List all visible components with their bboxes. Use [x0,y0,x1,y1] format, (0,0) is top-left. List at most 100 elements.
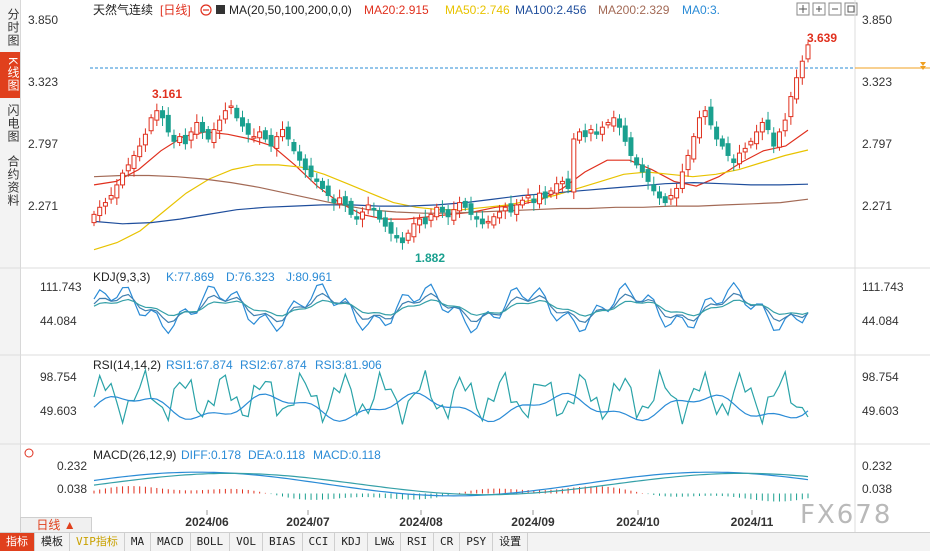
indicator-tab-10[interactable]: LW& [368,533,402,551]
candle [594,123,600,139]
candle [405,229,411,244]
kdj-k-line [93,292,809,324]
candle [228,100,234,115]
candle [394,227,400,243]
macd-settings-icon[interactable] [24,448,34,458]
candle [274,131,280,157]
candle [171,129,177,149]
indicator-tab-3[interactable]: MA [125,533,152,551]
kdj-j-line [93,281,809,335]
candle [468,196,474,221]
indicator-tab-1[interactable]: 模板 [35,533,70,551]
candle [537,184,543,209]
indicator-tab-6[interactable]: VOL [230,533,263,551]
candle [679,163,685,194]
candle [519,196,525,209]
candle [222,102,228,124]
candle [502,202,508,220]
candle [125,157,131,177]
candle [668,188,674,205]
candle [325,179,331,202]
tab-flash[interactable]: 闪电图 [6,103,20,143]
zoom-in-icon[interactable] [812,2,826,16]
candle [708,98,714,130]
kdj-axis-label-right: 44.084 [862,314,899,328]
indicator-tab-0[interactable]: 指标 [0,533,35,551]
indicator-tab-9[interactable]: KDJ [335,533,369,551]
candle [371,202,377,217]
kdj-axis-label-left: 111.743 [40,280,82,294]
candle [160,105,166,127]
candle [628,131,634,163]
candle [245,118,251,143]
rsi2-value: RSI2:67.874 [240,358,307,372]
macd-axis-label-left: 0.038 [57,482,87,496]
candle [240,110,246,132]
indicator-tab-11[interactable]: RSI [401,533,434,551]
candle [651,176,657,196]
ma50-line [93,149,809,251]
candle [525,188,531,204]
candle [142,128,148,152]
candle [479,210,485,229]
candle [365,196,371,215]
indicator-tab-2[interactable]: VIP指标 [70,533,125,551]
candle [508,195,514,217]
rsi3-line [93,367,809,426]
candle [348,197,354,218]
candle [622,117,628,147]
indicator-tab-13[interactable]: PSY [460,533,494,551]
macd-dea-value: DEA:0.118 [248,448,305,462]
indicator-tab-5[interactable]: BOLL [191,533,231,551]
rsi-axis-label-left: 98.754 [40,370,77,384]
candle [257,126,263,145]
candle [377,207,383,223]
chart-canvas[interactable]: 天然气连续 [日线] MA(20,50,100,200,0,0) MA20:2.… [0,0,930,532]
price-axis-label-left: 3.850 [28,13,58,27]
candle [691,133,697,163]
tab-timeshare[interactable]: 分时图 [6,7,20,47]
candle [765,111,771,135]
candle [639,157,645,178]
candle [91,210,97,227]
candle [788,91,794,125]
candle [702,105,708,125]
indicator-toolbar: 指标 模板 VIP指标 MA MACD BOLL VOL BIAS CCI KDJ LW& RSI CR… [0,532,930,551]
zoom-out-icon[interactable] [828,2,842,16]
price-axis-label-right: 3.323 [862,75,892,89]
candle [188,127,194,149]
kdj-d-value: D:76.323 [226,270,275,284]
candle [776,128,782,151]
candle [582,123,588,143]
candle [571,133,577,200]
candle [554,176,560,200]
candle [611,110,617,132]
candle [725,136,731,162]
indicator-tab-14[interactable]: 设置 [493,533,529,551]
candle [674,183,680,207]
candle [805,41,811,63]
indicator-tab-4[interactable]: MACD [151,533,191,551]
candle [474,212,480,228]
tab-kline[interactable]: K线图 [0,52,20,98]
rsi-label: RSI(14,14,2) [93,358,161,372]
indicator-tab-12[interactable]: CR [434,533,461,551]
candle [462,197,468,211]
crosshair-icon[interactable] [796,2,810,16]
candle [577,128,583,144]
kdj-axis-label-left: 44.084 [40,314,77,328]
candle [131,150,137,177]
indicator-tab-7[interactable]: BIAS [263,533,303,551]
candle [559,176,565,192]
expand-icon[interactable] [844,2,858,16]
candle [491,213,497,229]
indicator-tab-8[interactable]: CCI [303,533,336,551]
settings-gear-icon[interactable] [200,4,212,16]
rsi-axis-label-right: 98.754 [862,370,899,384]
tab-contract-info[interactable]: 合约资料 [6,155,20,207]
candle [217,115,223,139]
annotation-high-last: 3.639 [807,31,837,45]
candle [154,103,160,127]
candle [742,142,748,159]
candle [645,164,651,190]
